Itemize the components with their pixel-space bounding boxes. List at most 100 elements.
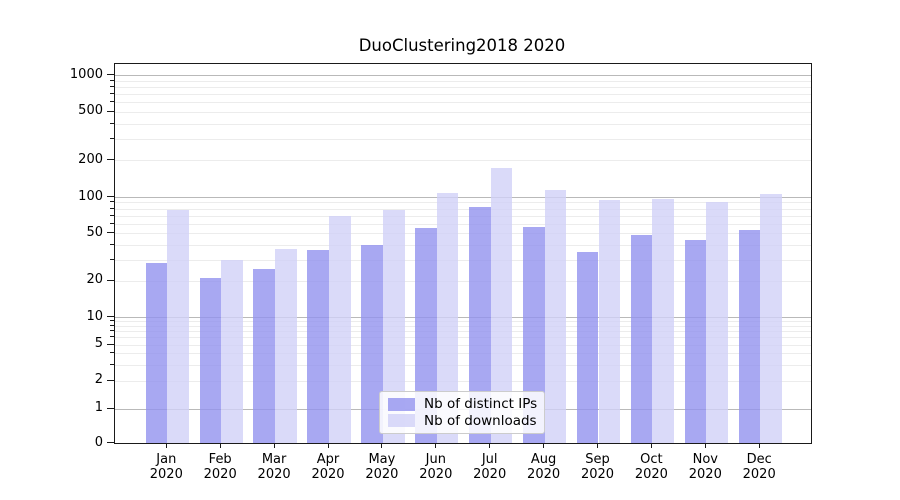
gridline-minor <box>115 321 811 323</box>
y-minor-tick-mark <box>110 214 114 216</box>
x-tick-month: Jun <box>425 452 446 467</box>
x-tick-month: Sep <box>585 452 610 467</box>
bar-distinct-ips-dec <box>738 230 761 443</box>
y-tick-label: 1000 <box>69 66 103 82</box>
y-tick-label: 500 <box>78 103 103 119</box>
bar-distinct-ips-apr <box>307 250 329 443</box>
x-tick-mark <box>219 443 221 448</box>
gridline-minor <box>115 244 811 246</box>
x-tick-label-nov: Nov 2020 <box>677 452 733 482</box>
y-minor-tick-mark <box>110 330 114 332</box>
x-tick-year: 2020 <box>203 467 237 482</box>
x-tick-year: 2020 <box>473 467 507 482</box>
gridline-major <box>115 317 811 318</box>
y-minor-tick-mark <box>110 243 114 245</box>
y-tick-mark <box>107 316 114 317</box>
x-tick-mark <box>650 443 652 448</box>
y-minor-tick-mark <box>110 137 114 139</box>
gridline-minor <box>115 325 811 327</box>
legend-swatch-downloads-icon <box>388 414 415 428</box>
gridline-minor <box>115 93 811 95</box>
x-tick-year: 2020 <box>527 467 561 482</box>
gridline-minor <box>115 223 811 225</box>
x-tick-label-apr: Apr 2020 <box>300 452 356 482</box>
x-tick-month: Mar <box>261 452 287 467</box>
gridline-minor <box>115 111 811 113</box>
gridline-minor <box>115 215 811 217</box>
x-tick-label-mar: Mar 2020 <box>246 452 302 482</box>
x-tick-year: 2020 <box>311 467 345 482</box>
x-tick-month: May <box>368 452 396 467</box>
x-tick-month: Aug <box>530 452 557 467</box>
x-tick-label-jul: Jul 2020 <box>462 452 518 482</box>
gridline-minor <box>115 331 811 333</box>
y-tick-label: 5 <box>94 336 103 352</box>
y-tick-mark <box>107 232 114 234</box>
x-tick-label-dec: Dec 2020 <box>731 452 787 482</box>
bar-distinct-ips-jun <box>415 228 437 443</box>
gridline-minor <box>115 208 811 210</box>
y-tick-mark <box>107 343 114 345</box>
y-tick-label: 50 <box>86 224 103 240</box>
x-tick-mark <box>435 443 437 448</box>
gridline-major <box>115 197 811 198</box>
gridline-minor <box>115 102 811 104</box>
bar-distinct-ips-sep <box>576 251 599 443</box>
y-tick-mark <box>107 442 114 443</box>
x-tick-mark <box>381 443 383 448</box>
gridline-minor <box>115 80 811 82</box>
x-tick-label-may: May 2020 <box>354 452 410 482</box>
gridline-minor <box>115 337 811 339</box>
x-tick-label-jan: Jan 2020 <box>138 452 194 482</box>
x-tick-year: 2020 <box>742 467 776 482</box>
y-minor-tick-mark <box>110 320 114 322</box>
bar-downloads-jun <box>436 192 459 443</box>
legend-entry-downloads: Nb of downloads <box>388 413 537 430</box>
y-minor-tick-mark <box>110 336 114 338</box>
y-tick-label: 200 <box>78 151 103 167</box>
y-minor-tick-mark <box>110 258 114 260</box>
y-minor-tick-mark <box>110 122 114 124</box>
x-tick-year: 2020 <box>688 467 722 482</box>
x-tick-year: 2020 <box>419 467 453 482</box>
legend: Nb of distinct IPs Nb of downloads <box>379 391 545 434</box>
x-tick-year: 2020 <box>365 467 399 482</box>
x-tick-label-aug: Aug 2020 <box>516 452 572 482</box>
gridline-minor <box>115 86 811 88</box>
bar-distinct-ips-mar <box>253 269 276 443</box>
x-tick-label-oct: Oct 2020 <box>623 452 679 482</box>
legend-label-distinct-ips: Nb of distinct IPs <box>424 396 538 413</box>
y-tick-mark <box>107 110 114 112</box>
y-tick-label: 20 <box>86 272 103 288</box>
plot-area <box>114 63 812 444</box>
x-tick-mark <box>273 443 275 448</box>
x-tick-month: Jul <box>481 452 498 467</box>
bar-distinct-ips-may <box>361 244 383 443</box>
y-tick-mark <box>107 407 114 409</box>
y-minor-tick-mark <box>110 352 114 354</box>
x-tick-label-feb: Feb 2020 <box>192 452 248 482</box>
gridline-minor <box>115 380 811 382</box>
y-minor-tick-mark <box>110 363 114 365</box>
bar-downloads-mar <box>275 248 297 443</box>
bar-distinct-ips-feb <box>199 278 222 443</box>
bar-distinct-ips-jan <box>145 263 168 443</box>
x-tick-mark <box>758 443 760 448</box>
y-tick-mark <box>107 159 114 161</box>
bar-downloads-jul <box>490 168 513 443</box>
legend-entry-distinct-ips: Nb of distinct IPs <box>388 396 538 413</box>
y-tick-label: 10 <box>86 308 103 324</box>
gridline-minor <box>115 364 811 366</box>
bar-downloads-oct <box>652 199 675 443</box>
bar-downloads-sep <box>598 199 621 443</box>
x-tick-month: Oct <box>640 452 663 467</box>
y-tick-mark <box>107 196 114 197</box>
x-tick-year: 2020 <box>580 467 615 482</box>
gridline-minor <box>115 123 811 125</box>
bar-downloads-aug <box>544 190 567 443</box>
x-tick-year: 2020 <box>149 467 183 482</box>
gridline-minor <box>115 233 811 235</box>
x-tick-mark <box>597 443 598 448</box>
x-tick-label-sep: Sep 2020 <box>570 452 626 482</box>
